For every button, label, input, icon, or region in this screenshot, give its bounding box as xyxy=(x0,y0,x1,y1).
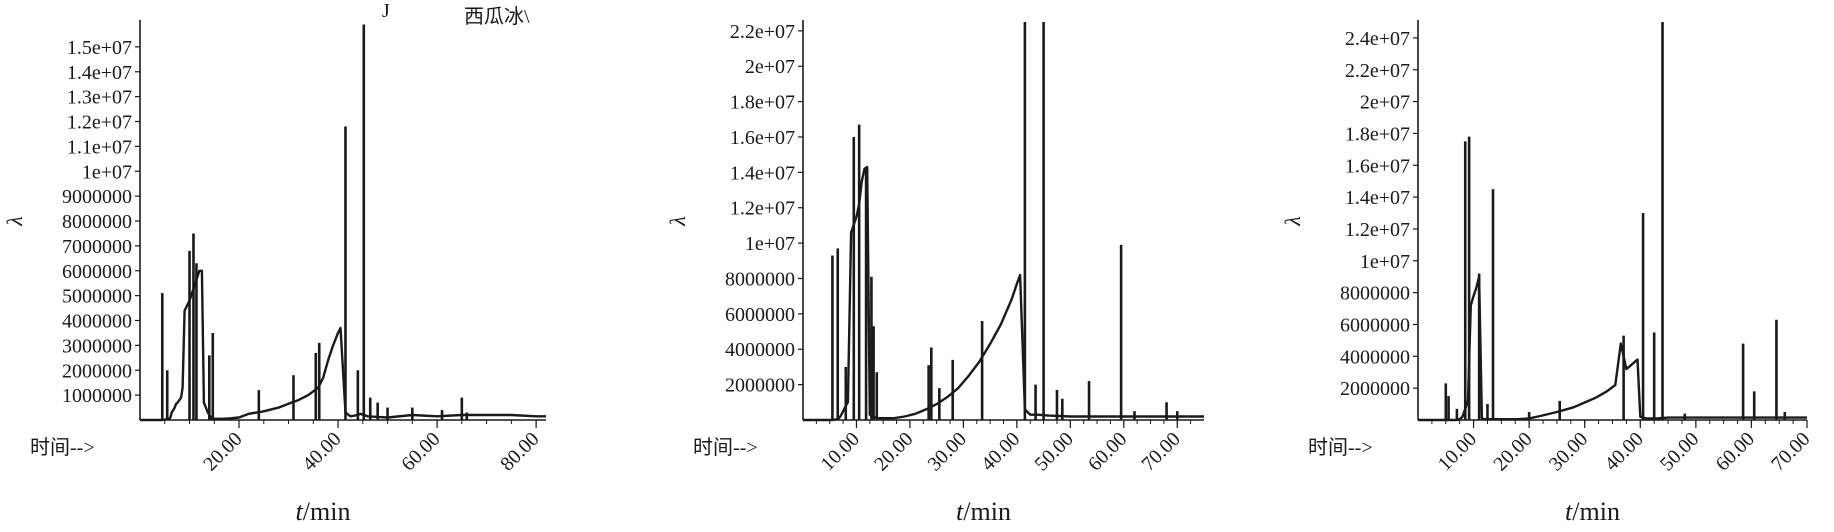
y-axis-label: λ xyxy=(665,216,690,227)
x-tick-label: 40.00 xyxy=(1600,428,1647,475)
y-tick-label: 8000000 xyxy=(1340,283,1410,305)
x-tick-label: 20.00 xyxy=(199,428,246,475)
x-tick-label: 50.00 xyxy=(1030,428,1077,475)
y-tick-label: 1.4e+07 xyxy=(67,62,132,84)
x-axis-label-unit: /min xyxy=(1572,497,1620,526)
x-tick-label: 60.00 xyxy=(1084,428,1131,475)
y-tick-label: 1.4e+07 xyxy=(730,162,795,184)
time-axis-label: 时间--> xyxy=(693,436,758,459)
x-tick-label: 10.00 xyxy=(1434,428,1481,475)
x-axis-label: t/min xyxy=(956,497,1011,526)
y-tick-label: 7000000 xyxy=(62,236,132,258)
y-tick-label: 1e+07 xyxy=(745,233,795,255)
y-tick-label: 2.2e+07 xyxy=(1345,60,1410,82)
y-tick-label: 8000000 xyxy=(62,211,132,233)
y-tick-label: 9000000 xyxy=(62,186,132,208)
y-tick-label: 2000000 xyxy=(1340,378,1410,400)
y-tick-label: 1.2e+07 xyxy=(1345,219,1410,241)
y-tick-label: 2.4e+07 xyxy=(1345,28,1410,50)
x-axis-label-variable: t xyxy=(1565,497,1573,526)
x-axis-label: t/min xyxy=(296,497,351,526)
x-tick-label: 50.00 xyxy=(1656,428,1703,475)
y-tick-label: 1.6e+07 xyxy=(1345,155,1410,177)
chromatogram-trace xyxy=(803,165,1204,422)
x-axis-label-unit: /min xyxy=(963,497,1011,526)
y-tick-label: 4000000 xyxy=(1340,346,1410,368)
x-tick-label: 20.00 xyxy=(1489,428,1536,475)
x-tick-label: 20.00 xyxy=(870,428,917,475)
y-tick-label: 1.1e+07 xyxy=(67,136,132,158)
x-axis-label-variable: t xyxy=(296,497,304,526)
y-tick-label: 2e+07 xyxy=(1360,92,1410,114)
time-axis-label: 时间--> xyxy=(1308,436,1373,459)
y-tick-label: 1.6e+07 xyxy=(730,127,795,149)
y-tick-label: 8000000 xyxy=(725,268,795,290)
y-tick-label: 1000000 xyxy=(62,385,132,407)
y-tick-label: 1.8e+07 xyxy=(1345,123,1410,145)
x-axis-label: t/min xyxy=(1565,497,1620,526)
x-tick-label: 80.00 xyxy=(496,428,543,475)
x-tick-label: 30.00 xyxy=(924,428,971,475)
x-tick-label: 10.00 xyxy=(817,428,864,475)
y-tick-label: 1e+07 xyxy=(82,161,132,183)
y-axis-label: λ xyxy=(1280,216,1305,227)
panel1-annotation-sample: 西瓜冰\ xyxy=(464,6,530,28)
y-tick-label: 2.2e+07 xyxy=(730,21,795,43)
y-tick-label: 1e+07 xyxy=(1360,251,1410,273)
y-tick-label: 6000000 xyxy=(62,261,132,283)
y-tick-label: 4000000 xyxy=(62,311,132,333)
x-tick-label: 60.00 xyxy=(1712,428,1759,475)
y-tick-label: 3000000 xyxy=(62,335,132,357)
x-tick-label: 60.00 xyxy=(397,428,444,475)
y-tick-label: 1.2e+07 xyxy=(730,198,795,220)
time-axis-label: 时间--> xyxy=(30,436,95,459)
y-tick-label: 1.5e+07 xyxy=(67,37,132,59)
y-tick-label: 2000000 xyxy=(62,360,132,382)
y-tick-label: 6000000 xyxy=(725,304,795,326)
chromatogram-trace xyxy=(140,269,546,422)
y-tick-label: 1.8e+07 xyxy=(730,92,795,114)
y-tick-label: 4000000 xyxy=(725,339,795,361)
y-axis-label: λ xyxy=(2,216,27,227)
y-tick-label: 6000000 xyxy=(1340,314,1410,336)
y-tick-label: 1.4e+07 xyxy=(1345,187,1410,209)
x-tick-label: 70.00 xyxy=(1137,428,1184,475)
y-tick-label: 1.2e+07 xyxy=(67,112,132,134)
x-tick-label: 70.00 xyxy=(1767,428,1814,475)
panel1-annotation-j: J xyxy=(382,0,390,22)
chromatogram-trace xyxy=(1418,275,1807,422)
x-axis-label-unit: /min xyxy=(303,497,351,526)
x-axis-label-variable: t xyxy=(956,497,964,526)
y-tick-label: 2e+07 xyxy=(745,56,795,78)
x-tick-label: 30.00 xyxy=(1545,428,1592,475)
y-tick-label: 2000000 xyxy=(725,375,795,397)
x-tick-label: 40.00 xyxy=(298,428,345,475)
y-tick-label: 1.3e+07 xyxy=(67,87,132,109)
y-tick-label: 5000000 xyxy=(62,286,132,308)
x-tick-label: 40.00 xyxy=(977,428,1024,475)
